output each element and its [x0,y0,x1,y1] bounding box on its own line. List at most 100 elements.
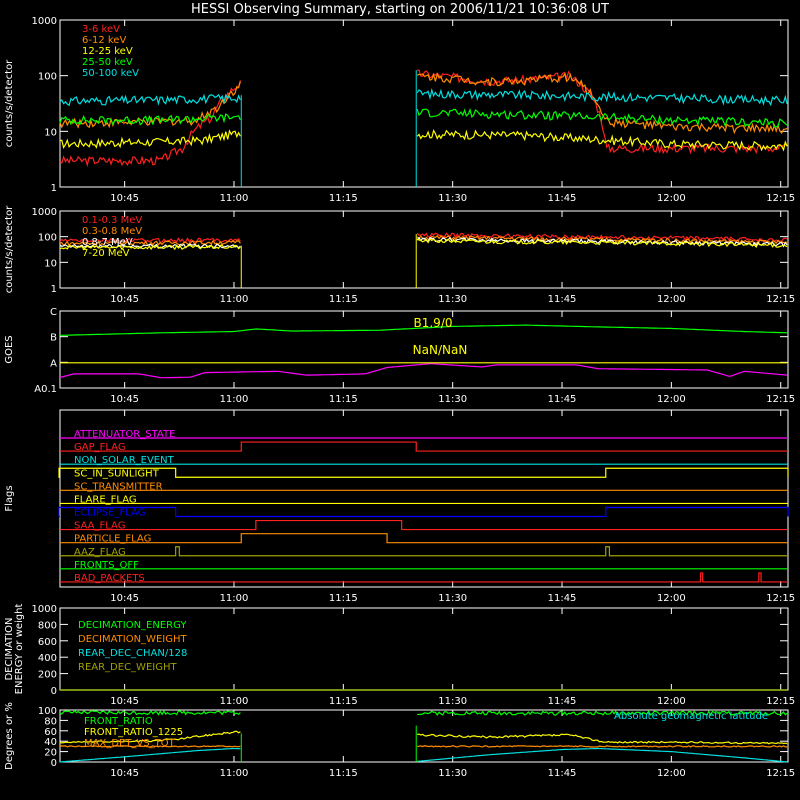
y-tick-label: 100 [38,233,57,244]
flag-label: SC_TRANSMITTER [74,481,163,492]
x-tick-label: 11:30 [438,294,467,305]
x-tick-label: 12:00 [657,193,686,204]
legend-entry: 3-6 keV [82,24,120,35]
x-tick-label: 11:00 [220,696,249,707]
y-tick-label: 1000 [32,16,57,27]
x-tick-label: 11:30 [438,768,467,779]
x-tick-label: 12:15 [766,768,795,779]
flag-line [60,441,788,452]
y-tick-label: 400 [38,653,57,664]
legend-entry: 0.1-0.3 MeV [82,215,142,226]
x-tick-label: 11:45 [548,294,577,305]
right-label: Absolute geomagnetic latitude [614,711,768,722]
y-tick-label: 100 [38,72,57,83]
panel-decimation: 10:45 11:00 11:15 11:30 11:45 12:00 12:15 0 200 4… [4,604,795,707]
x-tick-label: 11:15 [329,593,358,604]
legend-entry: REAR_DEC_CHAN/128 [78,648,187,659]
x-tick-label: 12:00 [657,294,686,305]
legend-entry: 6-12 keV [82,35,126,46]
y-tick-label: 1 [51,183,57,194]
y-tick-label: 800 [38,620,57,631]
y-tick-label: 200 [38,670,57,681]
y-tick-label: A [50,358,57,369]
y-tick-label: 40 [44,737,57,748]
y-tick-label: 100 [38,706,57,717]
x-tick-label: 12:15 [766,696,795,707]
flag-line [60,572,788,583]
series-line [59,324,788,336]
goes-annotation: NaN/NaN [413,343,468,357]
legend-entry: MAX_DET_VS_TOT [84,738,176,749]
x-tick-label: 12:15 [766,294,795,305]
y-tick-label: 1 [51,284,57,295]
y-tick-label: 600 [38,637,57,648]
x-tick-label: 10:45 [110,394,139,405]
x-tick-label: 11:30 [438,193,467,204]
y-tick-label: 1000 [32,604,57,615]
legend-entry: 25-50 keV [82,57,133,68]
legend-entry: 50-100 keV [82,68,139,79]
x-tick-label: 11:45 [548,768,577,779]
legend-entry: REAR_DEC_WEIGHT [78,662,177,673]
x-tick-label: 12:15 [766,593,795,604]
y-tick-label: 1000 [32,207,57,218]
panel-lowenergy-frame [59,19,789,188]
flag-label: AAZ_FLAG [74,547,126,558]
y-tick-label: 60 [44,727,57,738]
flag-label: GAP_FLAG [74,442,126,453]
panel-highenergy-frame [59,210,789,289]
legend-entry: FRONT_RATIO_1225 [84,727,183,738]
series-line [59,232,788,244]
x-tick-label: 11:00 [220,193,249,204]
x-tick-label: 10:45 [110,193,139,204]
panel-flags: 10:45 11:00 11:15 11:30 11:45 12:00 12:15 Flags… [4,409,795,604]
series-line [59,709,788,717]
series-line [59,234,788,247]
flag-label: SAA_FLAG [74,521,125,532]
x-tick-label: 11:45 [548,394,577,405]
series-line [59,72,788,135]
legend-entry: FRONT_RATIO [84,716,153,727]
x-tick-label: 10:45 [110,696,139,707]
flag-label: FRONTS_OFF [74,560,139,571]
flag-label: ECLIPSE_FLAG [74,508,145,519]
x-tick-label: 11:00 [220,294,249,305]
x-tick-label: 10:45 [110,294,139,305]
panel-lowenergy: 10:45 11:00 11:15 11:30 11:45 12:00 12:15 1 10 10… [4,16,795,204]
flag-line [60,546,788,557]
x-tick-label: 11:30 [438,696,467,707]
x-tick-label: 11:00 [220,593,249,604]
y-tick-label: 0 [51,686,57,697]
panel-highenergy: 10:45 11:00 11:15 11:30 11:45 12:00 12:15 1 10 10… [4,205,795,305]
x-tick-label: 12:15 [766,394,795,405]
flag-label: PARTICLE_FLAG [74,534,151,545]
y-axis-label: Flags [4,485,15,511]
y-tick-label: B [50,333,57,344]
legend-entry: 0.3-0.8 MeV [82,226,142,237]
y-axis-label: counts/s/detector [4,59,15,147]
x-tick-label: 11:15 [329,696,358,707]
x-tick-label: 11:15 [329,768,358,779]
flag-label: SC_IN_SUNLIGHT [74,468,160,479]
y-tick-label: 80 [44,716,57,727]
y-axis-label: GOES [4,335,15,363]
y-axis-label: DECIMATION [4,617,15,680]
series-line [59,730,788,745]
x-tick-label: 12:00 [657,593,686,604]
x-tick-label: 11:45 [548,193,577,204]
flag-line [60,533,788,544]
x-tick-label: 12:00 [657,768,686,779]
flag-label: ATTENUATOR_STATE [74,429,175,440]
goes-annotation: B1.9/0 [414,316,453,330]
x-tick-label: 11:15 [329,193,358,204]
legend-entry: DECIMATION_WEIGHT [78,634,187,645]
legend-entry: 7-20 MeV [82,248,130,259]
x-tick-label: 11:00 [220,394,249,405]
flag-label: BAD_PACKETS [74,573,145,584]
y-tick-label: A0.1 [34,384,57,395]
x-tick-label: 11:30 [438,394,467,405]
series-line [59,747,788,763]
flag-line [58,506,789,518]
y-tick-label: 10 [44,127,57,138]
